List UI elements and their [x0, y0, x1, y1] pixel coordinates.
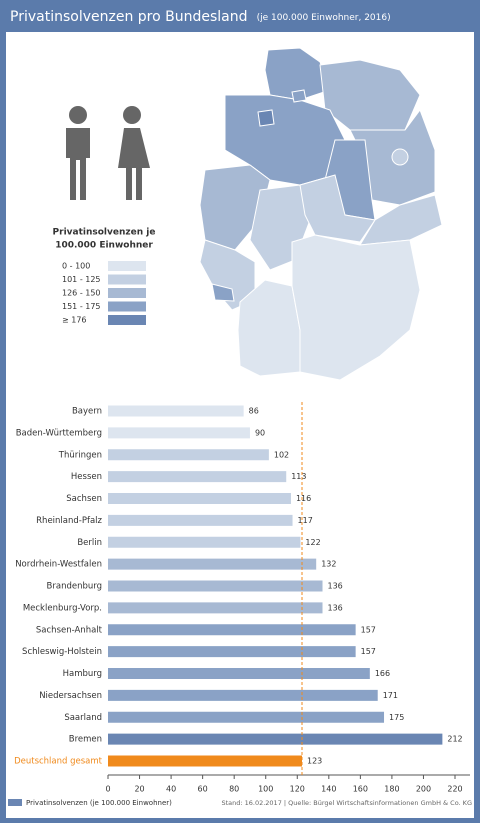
bar	[108, 580, 323, 592]
bar	[108, 514, 293, 526]
x-tick-label: 40	[166, 785, 176, 794]
value-label: 212	[447, 735, 462, 744]
category-label: Berlin	[77, 538, 102, 548]
title: Privatinsolvenzen pro Bundesland (je 100…	[10, 7, 391, 26]
x-tick-label: 140	[321, 785, 336, 794]
legend-label: ≥ 176	[62, 316, 87, 325]
x-tick-label: 20	[134, 785, 144, 794]
bar	[108, 646, 356, 658]
value-label: 86	[249, 407, 259, 416]
legend-swatch	[108, 301, 146, 312]
category-label: Deutschland gesamt	[14, 757, 103, 767]
value-label: 102	[274, 450, 289, 459]
value-label: 122	[305, 538, 320, 547]
bar	[108, 602, 323, 614]
bar	[108, 493, 291, 504]
bar	[108, 668, 370, 679]
bar	[108, 536, 301, 548]
value-label: 132	[321, 560, 336, 569]
x-tick-label: 180	[384, 785, 399, 794]
legend-swatch	[8, 799, 22, 806]
legend-label: 151 - 175	[62, 302, 101, 311]
legend-label: 101 - 125	[62, 275, 101, 284]
value-label: 136	[328, 582, 343, 591]
category-label: Sachsen	[66, 494, 102, 504]
bar	[108, 755, 303, 767]
bar	[108, 624, 356, 636]
value-label: 90	[255, 428, 265, 437]
bar	[108, 689, 378, 701]
legend-swatch	[108, 261, 146, 271]
bar	[108, 449, 269, 461]
category-label: Schleswig-Holstein	[22, 647, 102, 657]
category-label: Bayern	[72, 407, 102, 417]
legend-label: 126 - 150	[62, 289, 101, 298]
legend-swatch	[108, 315, 146, 325]
x-tick-label: 220	[447, 785, 462, 794]
x-tick-label: 120	[290, 785, 305, 794]
category-label: Saarland	[64, 713, 102, 723]
legend-title: 100.000 Einwohner	[55, 241, 153, 251]
bar	[108, 733, 443, 745]
legend-swatch	[108, 288, 146, 298]
value-label: 136	[328, 603, 343, 612]
value-label: 117	[298, 516, 313, 525]
x-tick-label: 0	[105, 785, 110, 794]
category-label: Thüringen	[58, 450, 102, 460]
value-label: 116	[296, 494, 311, 503]
category-label: Nordrhein-Westfalen	[15, 560, 102, 570]
value-label: 113	[291, 472, 306, 481]
x-tick-label: 100	[258, 785, 273, 794]
bar	[108, 427, 250, 439]
category-label: Rheinland-Pfalz	[36, 516, 102, 526]
category-label: Hamburg	[63, 669, 102, 679]
bar	[108, 558, 317, 570]
bar	[108, 471, 287, 483]
category-label: Brandenburg	[47, 582, 102, 592]
chart-subtitle: (je 100.000 Einwohner, 2016)	[257, 13, 391, 23]
x-tick-label: 80	[229, 785, 239, 794]
legend-swatch	[108, 274, 146, 285]
chart-title: Privatinsolvenzen pro Bundesland	[10, 9, 248, 25]
category-label: Mecklenburg-Vorp.	[23, 603, 102, 613]
x-tick-label: 160	[353, 785, 368, 794]
category-label: Baden-Württemberg	[16, 428, 102, 438]
category-label: Bremen	[69, 735, 102, 745]
people-icon	[66, 106, 150, 200]
category-label: Hessen	[71, 472, 102, 482]
source: Stand: 16.02.2017 | Quelle: Bürgel Wirts…	[221, 799, 472, 807]
legend-label: Privatinsolvenzen (je 100.000 Einwohner)	[26, 799, 172, 807]
x-tick-label: 200	[416, 785, 431, 794]
x-tick-label: 60	[198, 785, 208, 794]
legend-label: 0 - 100	[62, 262, 90, 271]
value-label: 171	[383, 691, 398, 700]
value-label: 157	[361, 647, 376, 656]
value-label: 123	[307, 757, 322, 766]
map	[199, 47, 443, 381]
value-label: 175	[389, 713, 404, 722]
value-label: 157	[361, 625, 376, 634]
bar	[108, 405, 244, 417]
value-label: 166	[375, 669, 390, 678]
category-label: Niedersachsen	[39, 691, 102, 701]
category-label: Sachsen-Anhalt	[36, 625, 103, 635]
bar	[108, 711, 385, 723]
legend-title: Privatinsolvenzen je	[53, 228, 156, 238]
